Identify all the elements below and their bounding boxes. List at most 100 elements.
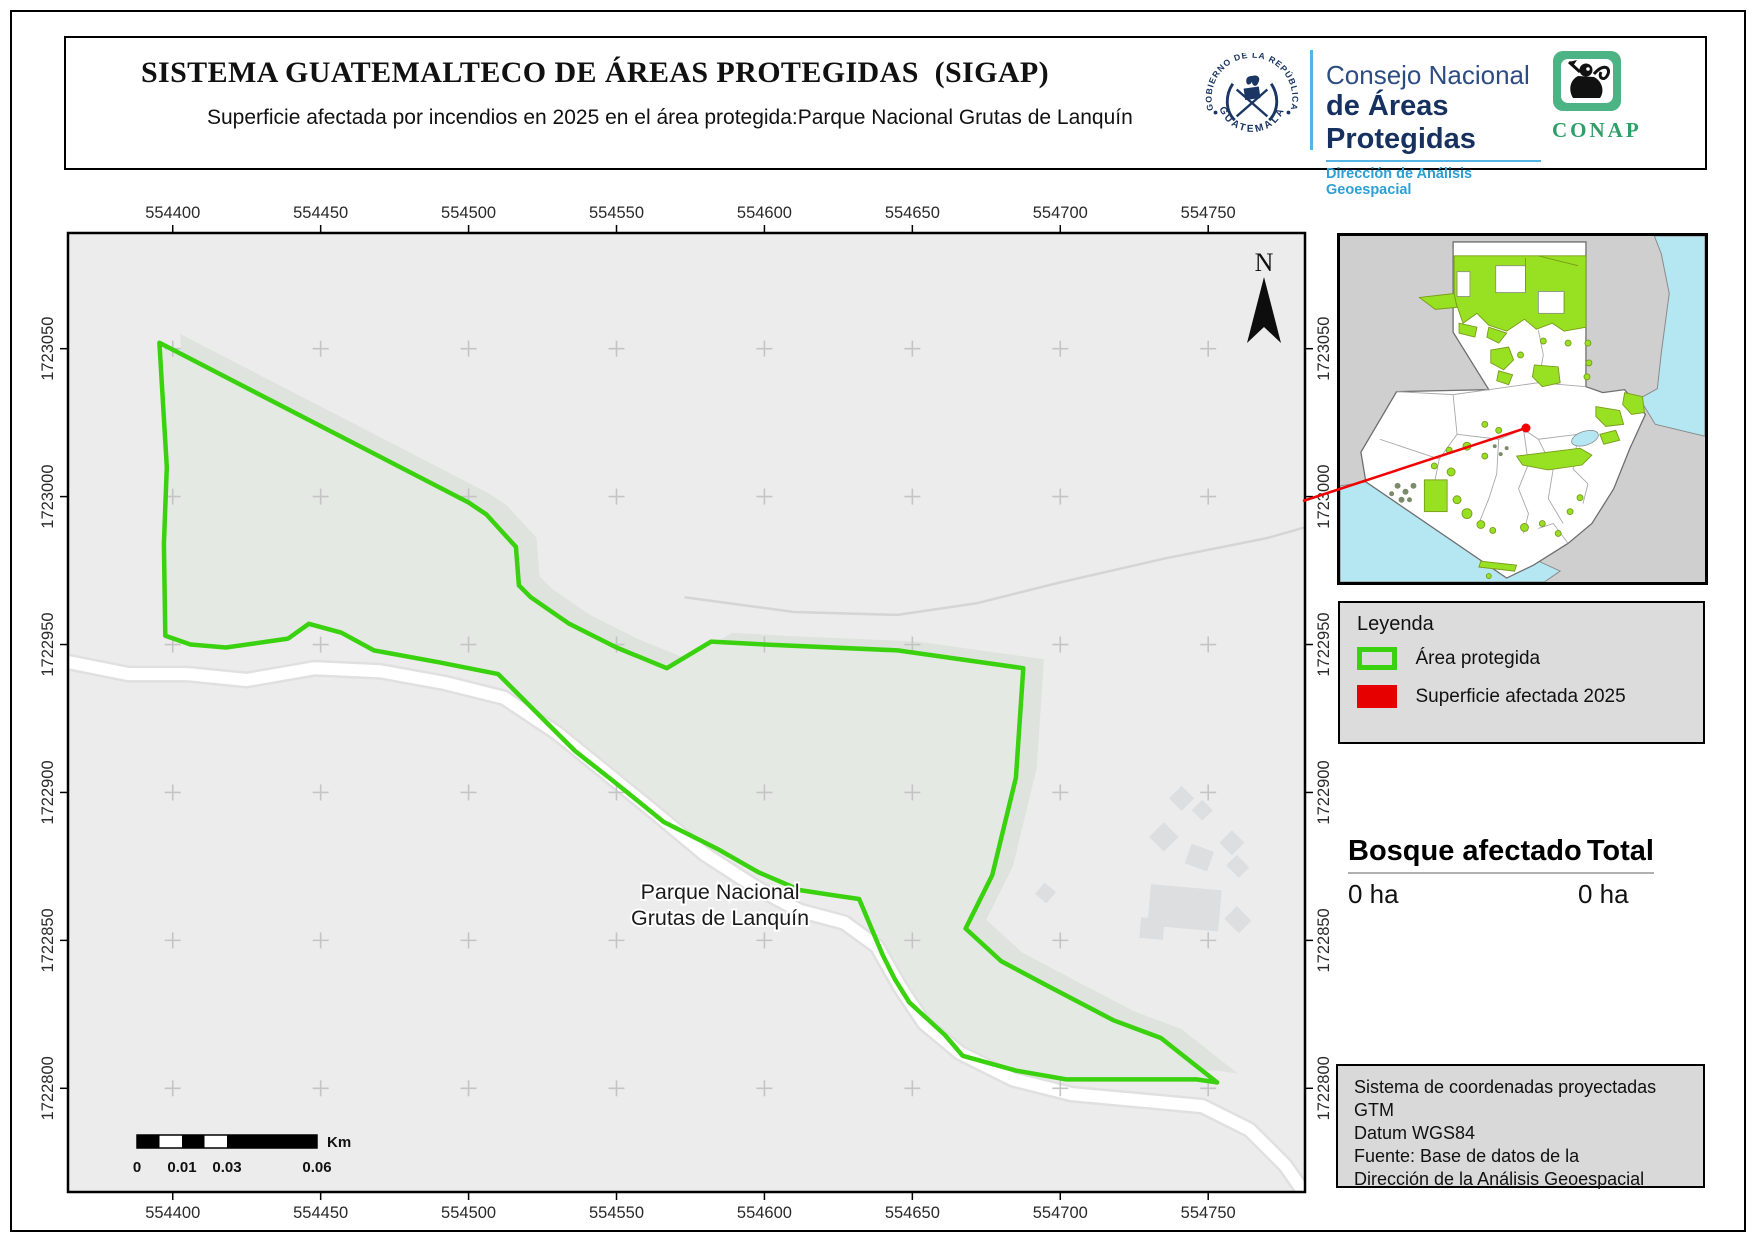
- government-seal-logo: GOBIERNO DE LA REPÚBLICA GUATEMALA: [1204, 53, 1299, 147]
- header-box: [64, 36, 1707, 170]
- map-grid-crosses: [164, 340, 1217, 1097]
- conap-monkey-icon: [1553, 51, 1621, 111]
- stats-header-row: Bosque afectado Total: [1348, 835, 1654, 874]
- page-title: SISTEMA GUATEMALTECO DE ÁREAS PROTEGIDAS…: [140, 56, 1050, 89]
- legend-item-label: Superficie afectada 2025: [1415, 685, 1626, 707]
- x-axis-label: 554400: [145, 204, 200, 222]
- coord-line: Fuente: Base de datos de la: [1354, 1146, 1580, 1166]
- inset-protected-areas: [1418, 255, 1645, 579]
- x-axis-label: 554550: [589, 1204, 644, 1222]
- map-geo-layers: [68, 333, 1305, 1192]
- conap-label: CONAP: [1552, 118, 1642, 142]
- y-axis-label: 1722850: [1315, 908, 1333, 972]
- x-axis-label: 554750: [1181, 1204, 1236, 1222]
- building: [1147, 884, 1222, 932]
- inset-caribbean-sea: [1638, 236, 1705, 437]
- stats-col2-header: Total: [1586, 835, 1654, 867]
- seal-circle: [1206, 55, 1298, 147]
- building: [1219, 830, 1245, 856]
- stats-values-row: 0 ha 0 ha: [1348, 879, 1654, 910]
- park-label: Parque Nacional: [641, 880, 800, 904]
- coord-line: GTM: [1354, 1100, 1394, 1120]
- y-axis-label: 1722800: [1315, 1056, 1333, 1120]
- org-line3: Dirección de Análisis Geoespacial: [1326, 166, 1473, 198]
- inset-green-divisions: [1525, 255, 1579, 314]
- conap-logo: CONAP: [1552, 50, 1662, 143]
- x-axis-label: 554400: [145, 1204, 200, 1222]
- coord-line: Dirección de la Análisis Geoespacial: [1354, 1169, 1645, 1189]
- x-axis-label: 554600: [737, 204, 792, 222]
- map-frame: [66, 231, 1307, 1194]
- building: [1184, 843, 1214, 872]
- inset-lake-izabal: [1571, 429, 1599, 447]
- coordinate-system-box: Sistema de coordenadas proyectadas GTM D…: [1336, 1064, 1705, 1189]
- legend-item-affected-surface: Superficie afectada 2025: [1357, 685, 1626, 708]
- org-line1: Consejo Nacional: [1326, 60, 1530, 90]
- page-subtitle: Superficie afectada por incendios en 202…: [207, 106, 1133, 129]
- axis-labels: 554400 554400 554450 554450 554500 554500 5545…: [39, 204, 1333, 1222]
- x-axis-label: 554750: [1181, 204, 1236, 222]
- north-arrow-icon: [1247, 277, 1281, 343]
- building: [1224, 906, 1252, 934]
- y-axis-label: 1723000: [39, 464, 57, 528]
- trail-line: [684, 525, 1305, 617]
- north-label: N: [1255, 248, 1274, 277]
- x-axis-label: 554450: [293, 1204, 348, 1222]
- park-label: Grutas de Lanquín: [631, 906, 809, 930]
- y-axis-label: 1722900: [39, 760, 57, 824]
- building: [1226, 854, 1250, 878]
- y-axis-label: 1722950: [1315, 612, 1333, 676]
- seal-laurel-wreath: [1225, 82, 1279, 122]
- north-arrow: N: [1247, 248, 1281, 343]
- coord-line: Sistema de coordenadas proyectadas: [1354, 1077, 1657, 1097]
- x-axis-label: 554700: [1033, 1204, 1088, 1222]
- stats-col2-value: 0 ha: [1578, 879, 1629, 909]
- seal-scroll: [1243, 86, 1261, 101]
- x-axis-label: 554600: [737, 1204, 792, 1222]
- legend-title: Leyenda: [1357, 613, 1434, 635]
- building: [1035, 882, 1056, 904]
- seal-dot-left: [1213, 110, 1218, 115]
- seal-dot-right: [1286, 110, 1291, 115]
- road: [68, 656, 1305, 1192]
- stats-col1-header: Bosque afectado: [1348, 835, 1582, 867]
- legend-item-protected-area: Área protegida: [1357, 647, 1540, 670]
- stats-col1-value: 0 ha: [1348, 879, 1399, 909]
- buildings: [1035, 785, 1252, 940]
- y-axis-label: 1723050: [1315, 317, 1333, 381]
- y-axis-label: 1722900: [1315, 760, 1333, 824]
- x-axis-label: 554650: [885, 204, 940, 222]
- legend-item-label: Área protegida: [1415, 647, 1541, 669]
- header-divider: [1310, 50, 1313, 150]
- protected-area-boundary: [157, 340, 1220, 1085]
- x-axis-label: 554650: [885, 1204, 940, 1222]
- legend-box: Leyenda Área protegida Superficie afecta…: [1338, 601, 1705, 744]
- building: [1169, 785, 1195, 811]
- coord-line: Datum WGS84: [1354, 1123, 1476, 1143]
- x-axis-label: 554450: [293, 204, 348, 222]
- inset-overview-map: [1337, 233, 1708, 585]
- y-axis-label: 1722800: [39, 1056, 57, 1120]
- x-axis-label: 554500: [441, 204, 496, 222]
- y-axis-label: 1723050: [39, 317, 57, 381]
- seal-crossed-rifles: [1235, 88, 1269, 118]
- scale-bar: 0 0.01 0.03 0.06 Km: [131, 1132, 353, 1178]
- scalebar-label: 0.01: [167, 1159, 196, 1176]
- scalebar-label: 0: [133, 1159, 141, 1176]
- x-axis-label: 554550: [589, 204, 644, 222]
- seal-quetzal: [1246, 75, 1260, 86]
- affected-forest-stats: Bosque afectado Total 0 ha 0 ha: [1348, 835, 1654, 910]
- conap-monkey-glyph: [1567, 60, 1610, 98]
- y-axis-label: 1723000: [1315, 464, 1333, 528]
- y-axis-label: 1722850: [39, 908, 57, 972]
- affected-surface-swatch: [1357, 685, 1397, 708]
- x-axis-label: 554700: [1033, 204, 1088, 222]
- x-axis-label: 554500: [441, 1204, 496, 1222]
- org-name-block: Consejo Nacional de Áreas Protegidas Dir…: [1326, 60, 1541, 198]
- protected-area-fill: [159, 342, 1218, 1083]
- protected-area-swatch: [1357, 647, 1397, 670]
- org-line2: de Áreas Protegidas: [1326, 90, 1541, 162]
